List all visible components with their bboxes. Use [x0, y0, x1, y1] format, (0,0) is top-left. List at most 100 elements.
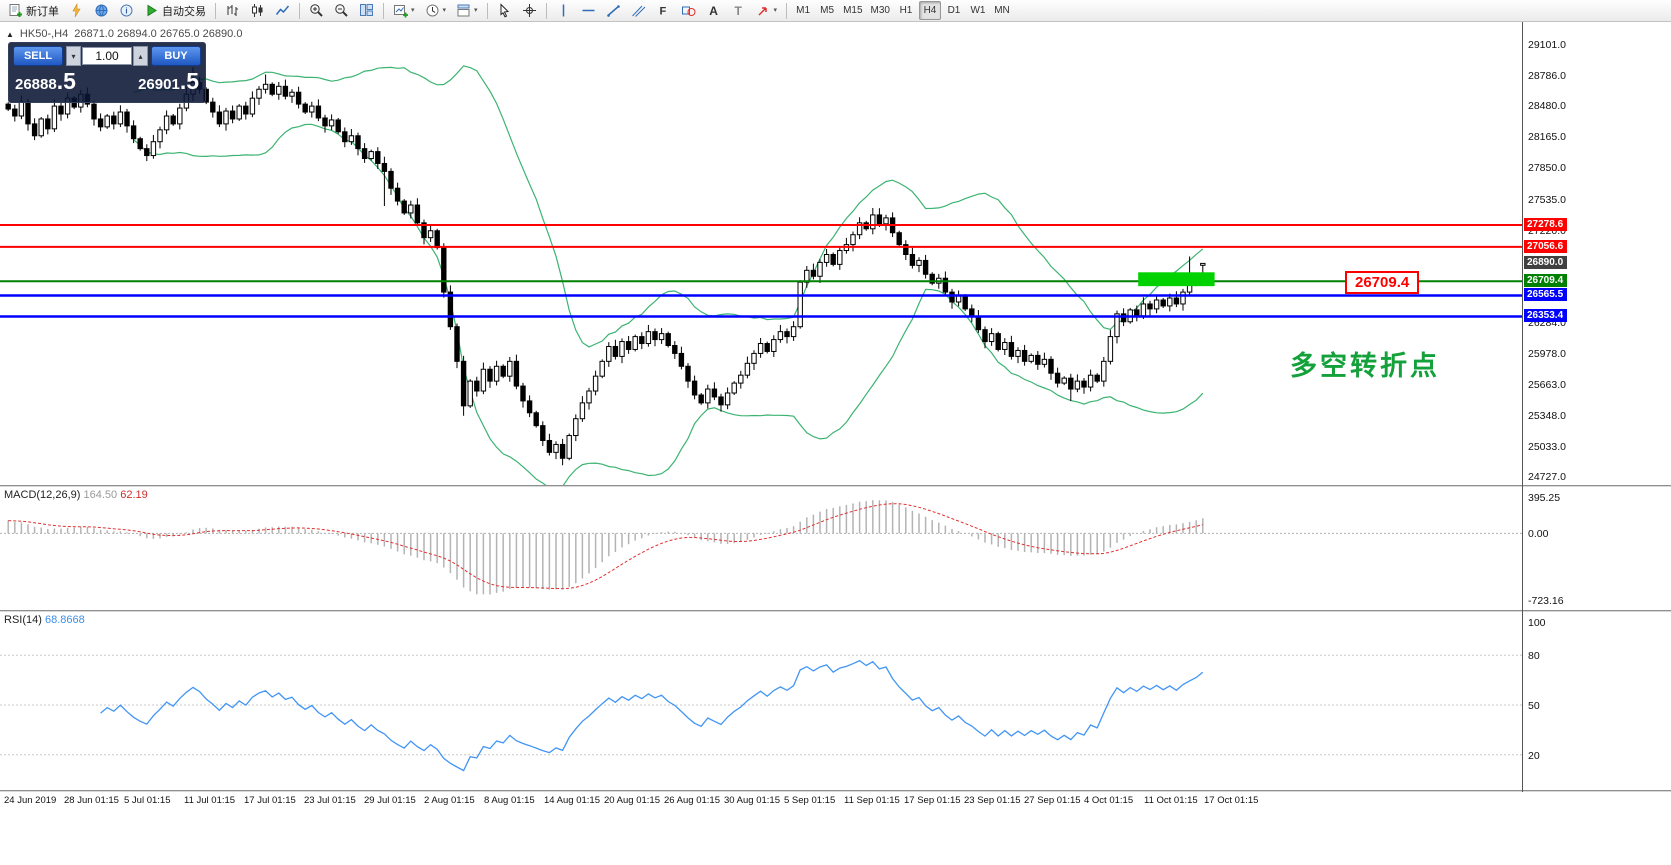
price-tick: 28480.0: [1528, 100, 1566, 113]
rsi-axis-tick: 50: [1528, 700, 1540, 712]
price-annotation-label[interactable]: 26709.4: [1345, 271, 1420, 294]
new-order-icon: [9, 4, 22, 17]
highlight-box[interactable]: [1138, 272, 1215, 287]
alerts-button[interactable]: [65, 1, 88, 20]
price-badge: 26890.0: [1524, 256, 1568, 270]
info-button[interactable]: i: [115, 1, 138, 20]
timeframe-m1-button[interactable]: M1: [792, 1, 814, 20]
macd-axis-tick: -723.16: [1528, 595, 1564, 607]
rsi-label: RSI(14) 68.8668: [4, 614, 85, 626]
crosshair-icon: [522, 4, 536, 17]
timeframe-mn-button[interactable]: MN: [991, 1, 1013, 20]
macd-chart[interactable]: [0, 487, 1522, 610]
timeframe-h1-button[interactable]: H1: [895, 1, 917, 20]
time-axis-label: 26 Aug 01:15: [664, 795, 720, 806]
timeframe-d1-button[interactable]: D1: [943, 1, 965, 20]
time-axis-label: 20 Aug 01:15: [604, 795, 660, 806]
shapes-button[interactable]: [677, 1, 700, 20]
panel-divider: [0, 790, 1671, 792]
new-chart-button[interactable]: ▾: [389, 1, 419, 20]
template-icon: [457, 4, 470, 17]
arrows-button[interactable]: ▾: [752, 1, 782, 20]
price-badge: 26565.5: [1524, 288, 1568, 302]
time-axis-label: 30 Aug 01:15: [724, 795, 780, 806]
cursor-icon: [500, 3, 509, 18]
equidistant-channel-button[interactable]: [627, 1, 650, 20]
panel-divider[interactable]: [0, 485, 1671, 487]
timeframe-w1-button[interactable]: W1: [967, 1, 989, 20]
price-axis[interactable]: 29101.0 28786.0 28480.0 28165.0 27850.0 27535…: [1523, 22, 1671, 792]
timeframe-m15-button[interactable]: M15: [840, 1, 865, 20]
bar-chart-button[interactable]: [221, 1, 244, 20]
svg-text:T: T: [734, 4, 742, 18]
sell-price[interactable]: 26888.5: [15, 68, 76, 94]
price-badge: 27278.6: [1524, 217, 1568, 231]
chevron-down-icon: ▾: [411, 7, 415, 14]
timeframe-h4-button[interactable]: H4: [918, 1, 941, 20]
price-badge: 27056.6: [1524, 239, 1568, 253]
cursor-button[interactable]: [493, 1, 516, 20]
symbol-period-label: HK50-,H4: [19, 28, 69, 40]
vertical-line-button[interactable]: [552, 1, 575, 20]
text-icon: A: [709, 4, 718, 18]
sell-button[interactable]: SELL: [13, 46, 63, 66]
rsi-axis-tick: 20: [1528, 749, 1540, 762]
buy-price[interactable]: 26901.5: [138, 68, 199, 94]
horizontal-line-button[interactable]: [577, 1, 600, 20]
new-order-button[interactable]: 新订单: [4, 1, 63, 20]
panel-divider[interactable]: [0, 610, 1671, 612]
fibo-icon: F: [659, 6, 666, 18]
fibonacci-button[interactable]: F: [652, 1, 675, 20]
time-axis-label: 11 Sep 01:15: [844, 795, 900, 806]
zoom-in-icon: [310, 4, 323, 17]
timeframe-m30-button[interactable]: M30: [868, 1, 893, 20]
text-label-button[interactable]: T: [727, 1, 750, 20]
buy-button[interactable]: BUY: [151, 46, 201, 66]
line-chart-button[interactable]: [271, 1, 294, 20]
rsi-chart[interactable]: [0, 612, 1522, 790]
tile-icon: [360, 4, 373, 16]
volume-dropdown-button[interactable]: ▾: [66, 46, 81, 66]
tile-windows-button[interactable]: [355, 1, 378, 20]
zoom-in-button[interactable]: [305, 1, 328, 20]
toolbar-separator: [383, 2, 384, 19]
text-button[interactable]: A: [702, 1, 725, 20]
time-axis-label: 8 Aug 01:15: [484, 795, 535, 806]
chevron-down-icon: ▾: [442, 7, 447, 14]
channel-icon: [631, 5, 645, 17]
time-axis-label: 11 Jul 01:15: [184, 795, 236, 806]
label-icon: T: [734, 4, 742, 18]
rsi-line: [100, 659, 1204, 772]
macd-axis-tick: 0.00: [1528, 528, 1549, 541]
crosshair-button[interactable]: [518, 1, 541, 20]
price-tick: 25348.0: [1528, 409, 1566, 422]
time-axis-label: 17 Jul 01:15: [244, 795, 296, 806]
bar-chart-icon: [227, 5, 238, 16]
time-axis[interactable]: 24 Jun 2019 28 Jun 01:15 5 Jul 01:15 11 Jul…: [0, 792, 1522, 812]
timeframe-m5-button[interactable]: M5: [816, 1, 838, 20]
price-badge: 26353.4: [1524, 309, 1568, 323]
candlestick-chart-button[interactable]: [246, 1, 269, 20]
time-axis-label: 28 Jun 01:15: [64, 795, 119, 806]
periods-button[interactable]: ▾: [421, 1, 451, 20]
chevron-down-icon: ▾: [474, 7, 478, 14]
time-axis-label: 11 Oct 01:15: [1144, 795, 1198, 806]
trendline-button[interactable]: [602, 1, 625, 20]
price-tick: 25033.0: [1528, 441, 1566, 454]
autotrading-button-label: 自动交易: [162, 5, 206, 18]
oneclick-collapse-icon[interactable]: ▲: [6, 29, 14, 39]
market-watch-button[interactable]: [90, 1, 113, 20]
time-axis-label: 5 Jul 01:15: [124, 795, 171, 806]
volume-increase-button[interactable]: ▴: [133, 46, 148, 66]
price-chart[interactable]: [0, 22, 1522, 485]
toolbar-separator: [299, 2, 300, 19]
zoom-out-button[interactable]: [330, 1, 353, 20]
time-axis-label: 17 Sep 01:15: [904, 795, 961, 806]
time-axis-label: 23 Sep 01:15: [964, 795, 1021, 806]
autotrading-button[interactable]: 自动交易: [140, 1, 210, 20]
volume-input[interactable]: 1.00: [82, 47, 132, 65]
chevron-down-icon: ▾: [773, 7, 778, 14]
time-axis-label: 23 Jul 01:15: [304, 795, 356, 806]
templates-button[interactable]: ▾: [452, 1, 482, 20]
